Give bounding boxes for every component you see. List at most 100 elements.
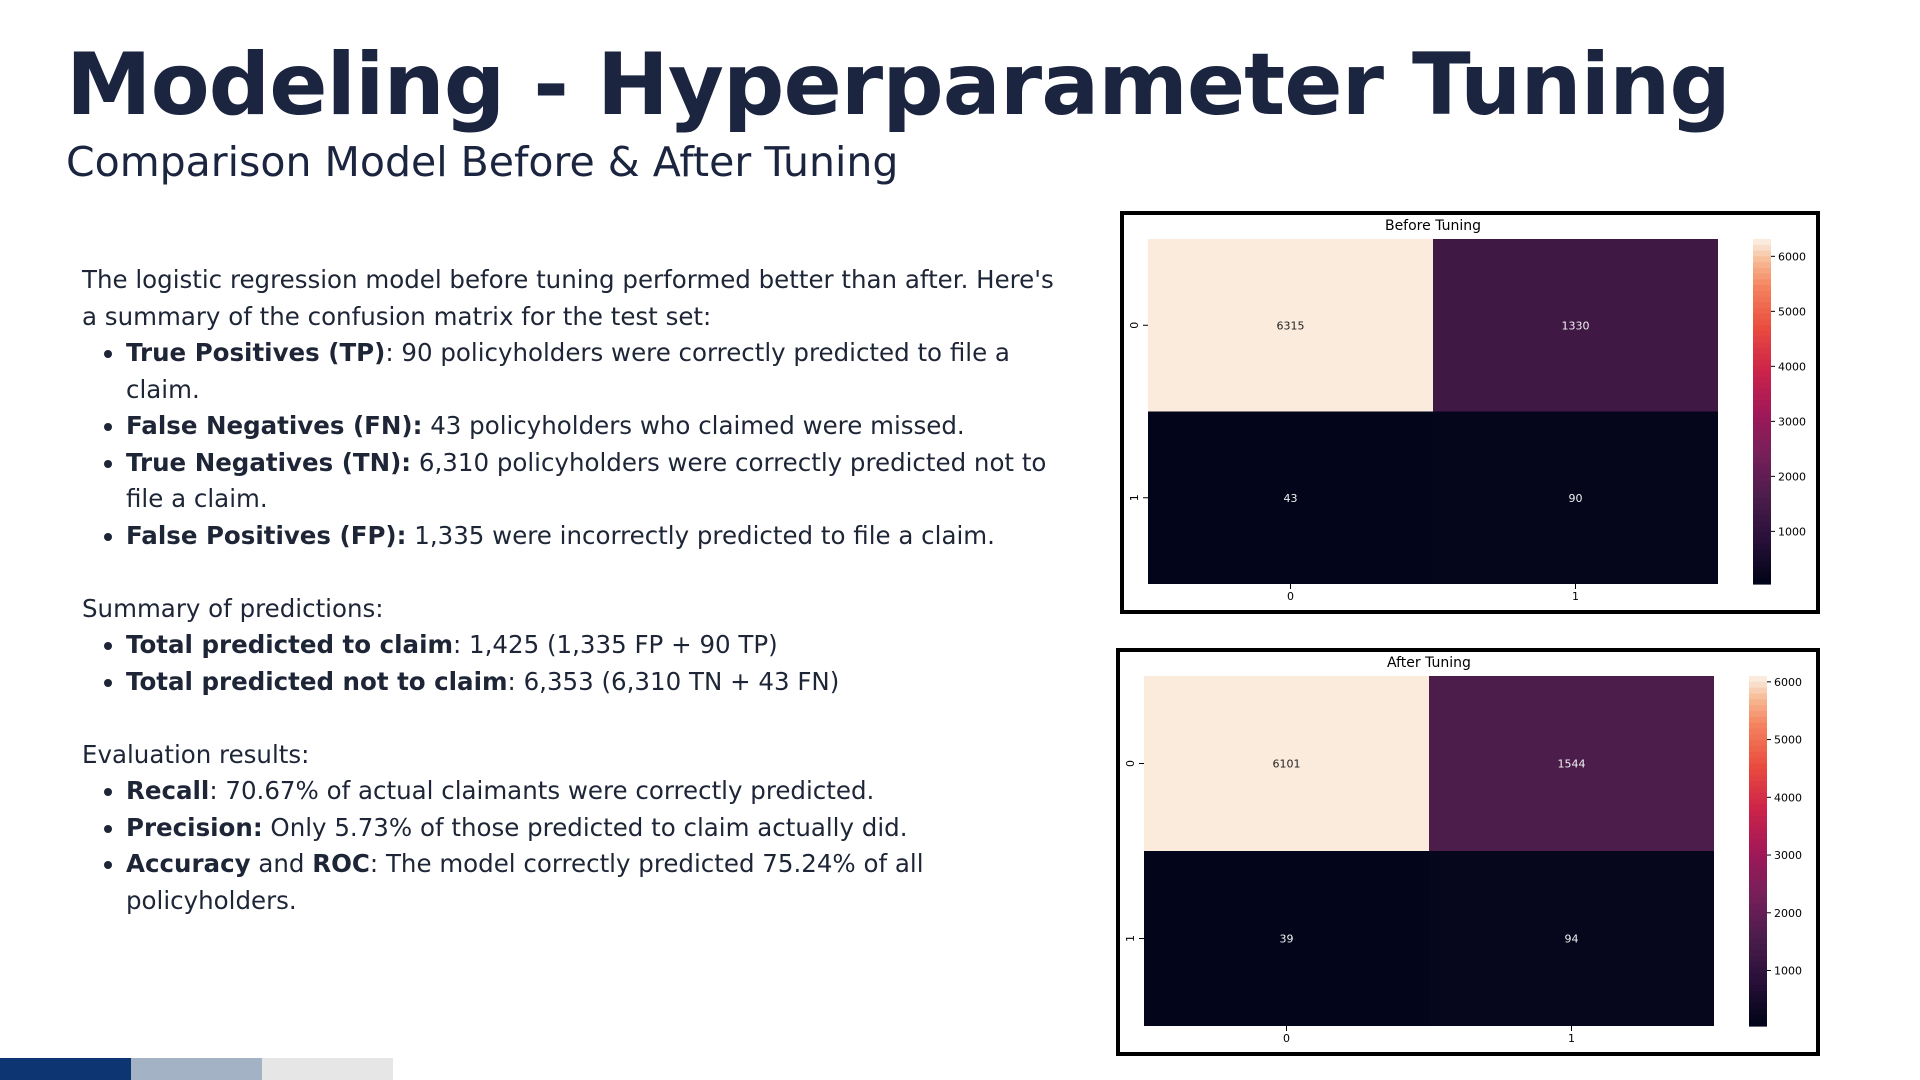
colorbar-segment	[1749, 699, 1767, 706]
y-tick-label: 1	[1128, 494, 1141, 501]
colorbar-segment	[1753, 290, 1771, 298]
colorbar-segment	[1749, 740, 1767, 747]
colorbar-segment	[1753, 423, 1771, 430]
heatmap-cell	[1148, 411, 1433, 584]
cell-value-label: 43	[1284, 492, 1298, 505]
colorbar-segment	[1749, 926, 1767, 934]
colorbar-segment	[1749, 781, 1767, 788]
evaluation-heading: Evaluation results:	[82, 739, 310, 769]
colorbar-segment	[1749, 874, 1767, 881]
item-term: Accuracy	[126, 849, 251, 878]
item-text: 6,310 policyholders were correctly predi…	[126, 447, 1047, 514]
colorbar-segment	[1753, 428, 1771, 436]
colorbar-segment	[1749, 798, 1767, 805]
colorbar-tick-label: 4000	[1774, 791, 1802, 804]
colorbar-segment	[1753, 382, 1771, 390]
x-tick-label: 1	[1572, 590, 1579, 603]
colorbar-segment	[1749, 711, 1767, 718]
summary-text: The logistic regression model before tun…	[82, 262, 1062, 919]
colorbar-segment	[1753, 509, 1771, 516]
colorbar-segment	[1749, 734, 1767, 741]
list-item: True Negatives (TN): 6,310 policyholders…	[126, 445, 1062, 518]
colorbar-segment	[1749, 705, 1767, 712]
colorbar-tick-label: 3000	[1778, 415, 1806, 428]
item-term: Precision:	[126, 812, 263, 842]
heatmap-cell	[1148, 239, 1433, 412]
colorbar-segment	[1753, 267, 1771, 275]
item-text: : 70.67% of actual claimants were correc…	[209, 776, 875, 805]
cell-value-label: 6101	[1273, 758, 1301, 771]
colorbar-segment	[1749, 716, 1767, 724]
colorbar-segment	[1749, 839, 1767, 846]
colorbar-segment	[1749, 996, 1767, 1004]
colorbar-segment	[1753, 377, 1771, 384]
colorbar-segment	[1753, 543, 1771, 551]
item-text: : 1,425 (1,335 FP + 90 TP)	[453, 630, 778, 659]
heatmap-cell	[1144, 851, 1429, 1026]
colorbar-segment	[1753, 388, 1771, 395]
colorbar-segment	[1753, 342, 1771, 349]
item-text: : 6,353 (6,310 TN + 43 FN)	[507, 666, 840, 696]
item-term: Total predicted to claim	[126, 630, 454, 659]
intro-paragraph: The logistic regression model before tun…	[82, 265, 1054, 331]
colorbar-segment	[1749, 944, 1767, 951]
colorbar-segment	[1753, 365, 1771, 372]
colorbar-segment	[1749, 763, 1767, 770]
item-term: Recall	[126, 776, 210, 805]
list-item: Accuracy and ROC: The model correctly pr…	[126, 846, 1062, 919]
colorbar-segment	[1749, 687, 1767, 695]
item-term: Total predicted not to claim	[126, 666, 508, 696]
list-item: Recall: 70.67% of actual claimants were …	[126, 773, 1062, 810]
colorbar-segment	[1753, 446, 1771, 453]
colorbar-segment	[1753, 526, 1771, 533]
colorbar-segment	[1749, 821, 1767, 829]
y-tick-label: 0	[1124, 760, 1137, 767]
item-term: False Positives (FP):	[126, 520, 407, 550]
colorbar-segment	[1753, 480, 1771, 487]
before-tuning-heatmap: Before Tuning 6315 1330 43 90 0 1 0 1 1000 2000 300…	[1128, 218, 1806, 603]
colorbar-segment	[1749, 1008, 1767, 1015]
cell-value-label: 6315	[1277, 319, 1305, 332]
colorbar-segment	[1753, 463, 1771, 470]
item-term: True Positives (TP)	[126, 338, 386, 367]
colorbar-segment	[1749, 1020, 1767, 1027]
colorbar-segment	[1749, 891, 1767, 899]
cell-value-label: 39	[1280, 933, 1294, 946]
colorbar-segment	[1753, 400, 1771, 407]
page-subtitle: Comparison Model Before & After Tuning	[66, 138, 899, 186]
heatmap-cell	[1429, 851, 1714, 1026]
colorbar-segment	[1753, 285, 1771, 292]
colorbar-segment	[1749, 973, 1767, 980]
colorbar-segment	[1749, 880, 1767, 887]
colorbar-segment	[1753, 405, 1771, 413]
list-item: Total predicted to claim: 1,425 (1,335 F…	[126, 627, 1062, 664]
colorbar-segment	[1749, 851, 1767, 858]
colorbar-segment	[1753, 549, 1771, 556]
colorbar-tick-label: 1000	[1778, 525, 1806, 538]
colorbar-segment	[1753, 256, 1771, 263]
colorbar-segment	[1753, 313, 1771, 321]
colorbar-segment	[1753, 532, 1771, 539]
colorbar-segment	[1753, 434, 1771, 441]
colorbar-segment	[1749, 775, 1767, 782]
colorbar-segment	[1753, 538, 1771, 545]
colorbar-segment	[1749, 845, 1767, 852]
y-tick-label: 0	[1128, 322, 1141, 329]
colorbar-segment	[1753, 451, 1771, 459]
colorbar-segment	[1749, 967, 1767, 975]
predictions-heading: Summary of predictions:	[82, 593, 384, 623]
colorbar-segment	[1749, 1002, 1767, 1010]
colorbar-segment	[1753, 417, 1771, 424]
item-text: and	[250, 849, 313, 878]
colorbar-tick-label: 4000	[1778, 360, 1806, 373]
colorbar-segment	[1749, 956, 1767, 963]
colorbar-segment	[1749, 833, 1767, 840]
colorbar-segment	[1749, 915, 1767, 922]
colorbar-segment	[1749, 693, 1767, 700]
colorbar-tick-label: 2000	[1774, 907, 1802, 920]
heatmap-cell	[1429, 676, 1714, 851]
page-title: Modeling - Hyperparameter Tuning	[66, 35, 1731, 135]
colorbar-tick-label: 6000	[1778, 250, 1806, 263]
colorbar-segment	[1753, 411, 1771, 418]
colorbar-tick-label: 3000	[1774, 849, 1802, 862]
